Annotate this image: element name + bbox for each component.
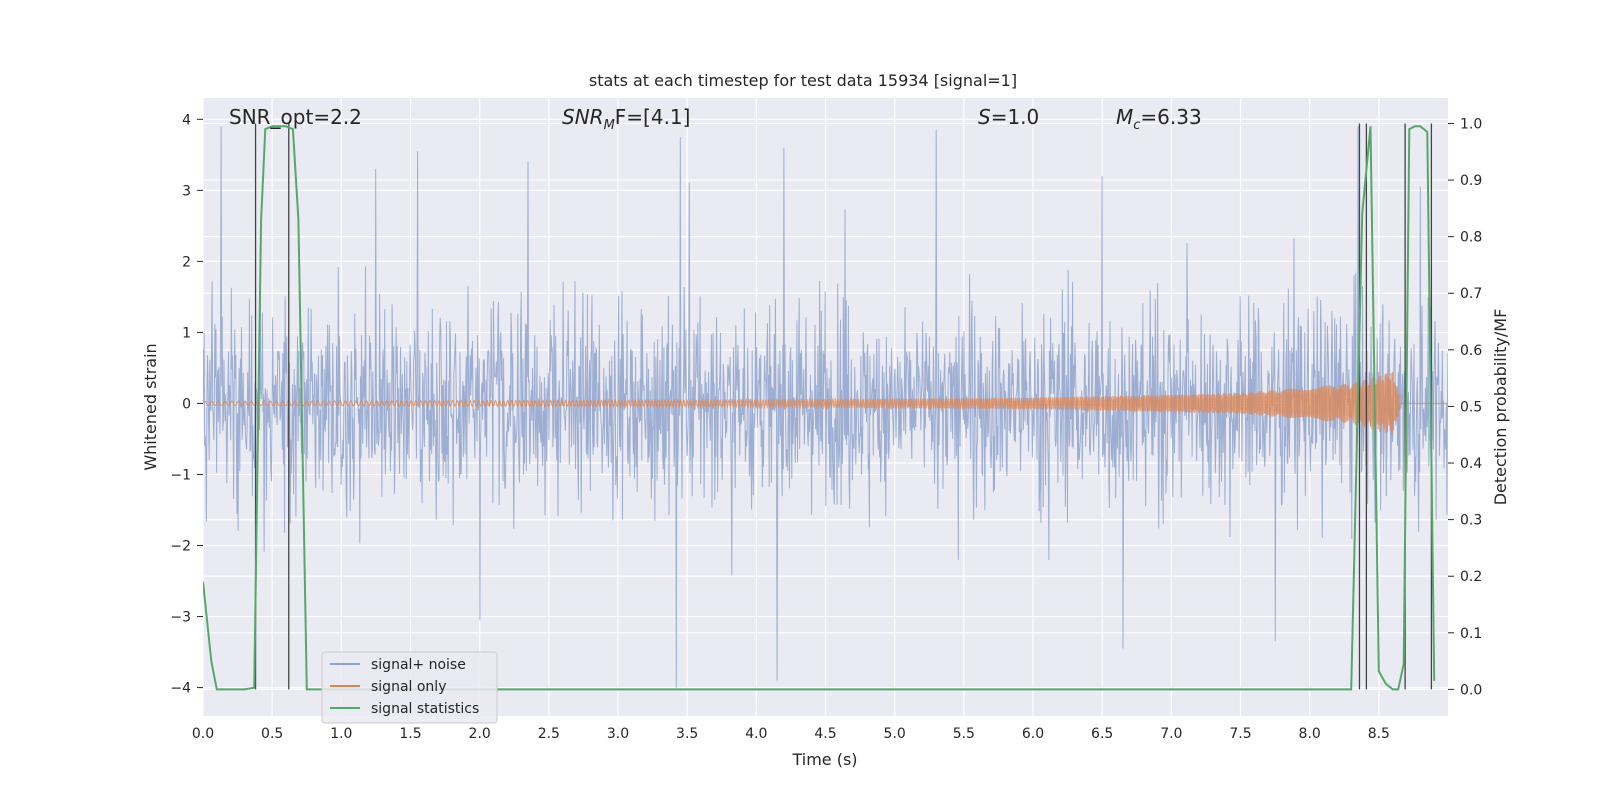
chart-title: stats at each timestep for test data 159… — [589, 71, 1017, 90]
right-y-tick-label: 0.9 — [1460, 173, 1482, 189]
annotation-mc-base: M — [1116, 105, 1133, 129]
x-tick-label: 7.5 — [1229, 726, 1251, 742]
x-tick-label: 4.5 — [814, 726, 836, 742]
right-y-tick-label: 0.6 — [1460, 343, 1482, 359]
y-tick-label: 3 — [182, 183, 191, 199]
y-tick-label: −1 — [170, 467, 191, 483]
x-tick-label: 7.0 — [1160, 726, 1182, 742]
x-tick-label: 1.5 — [399, 726, 421, 742]
annotation-snr-mf-sub: M — [604, 118, 615, 133]
y-axis-label: Whitened strain — [141, 343, 160, 470]
right-y-tick-label: 0.7 — [1460, 286, 1482, 302]
annotation-s: S=1.0 — [978, 105, 1039, 129]
legend-label-signal-statistics: signal statistics — [371, 701, 479, 717]
legend-box — [321, 651, 498, 724]
annotation-snr-mf: SNRMF=[4.1] — [562, 105, 690, 133]
y-tick-label: 0 — [182, 396, 191, 412]
series-signal-statistics — [203, 125, 1436, 691]
x-tick-label: 1.0 — [330, 726, 352, 742]
x-tick-label: 5.0 — [884, 726, 906, 742]
x-tick-label: 4.0 — [745, 726, 767, 742]
right-y-tick-label: 0.5 — [1460, 399, 1482, 415]
y-tick-label: −4 — [170, 681, 191, 697]
x-tick-label: 5.5 — [953, 726, 975, 742]
y-tick-label: −2 — [170, 539, 191, 555]
x-tick-labels: 0.0 0.5 1.0 1.5 2.0 2.5 3.0 3.5 4.0 4.5 5.0 5.5 6.0 6… — [192, 726, 1390, 742]
annotation-snr-opt: SNR_opt=2.2 — [229, 105, 362, 129]
x-tick-label: 2.0 — [469, 726, 491, 742]
y-tick-label: 2 — [182, 254, 191, 270]
x-tick-label: 2.5 — [538, 726, 560, 742]
right-y-tick-label: 0.8 — [1460, 230, 1482, 246]
signal-statistics-line — [203, 125, 1436, 691]
x-tick-label: 6.0 — [1022, 726, 1044, 742]
legend: signal+ noise signal only signal statist… — [321, 651, 498, 724]
right-y-tick-label: 0.0 — [1460, 682, 1482, 698]
legend-label-signal-plus-noise: signal+ noise — [371, 657, 466, 673]
x-tick-label: 8.0 — [1299, 726, 1321, 742]
right-y-tick-labels: 1.0 0.9 0.8 0.7 0.6 0.5 0.4 0.3 0.2 0.1 0.0 — [1448, 116, 1482, 698]
y-tick-label: 4 — [182, 112, 191, 128]
signal-plus-noise-line — [203, 126, 1448, 688]
x-tick-label: 3.0 — [607, 726, 629, 742]
right-y-tick-label: 0.1 — [1460, 626, 1482, 642]
y-tick-label: 1 — [182, 325, 191, 341]
annotation-mc: Mc=6.33 — [1116, 105, 1202, 133]
x-tick-label: 0.5 — [261, 726, 283, 742]
x-tick-label: 8.5 — [1368, 726, 1390, 742]
right-y-tick-label: 1.0 — [1460, 116, 1482, 132]
y-tick-labels: 4 3 2 1 0 −1 −2 −3 −4 — [170, 112, 203, 697]
annotation-mc-sub: c — [1133, 118, 1140, 133]
right-y-axis-label: Detection probability/MF — [1491, 309, 1510, 506]
series-signal-only — [203, 372, 1448, 436]
annotation-snr-mf-base: SNR — [562, 105, 604, 129]
right-y-tick-label: 0.3 — [1460, 513, 1482, 529]
signal-only-line — [203, 372, 1448, 436]
annotation-s-rest: =1.0 — [991, 105, 1040, 129]
annotation-mc-rest: =6.33 — [1140, 105, 1201, 129]
y-tick-label: −3 — [170, 610, 191, 626]
x-tick-label: 0.0 — [192, 726, 214, 742]
x-tick-label: 3.5 — [676, 726, 698, 742]
annotation-s-base: S — [978, 105, 991, 129]
right-y-tick-label: 0.4 — [1460, 456, 1482, 472]
right-y-tick-label: 0.2 — [1460, 569, 1482, 585]
x-axis-label: Time (s) — [791, 750, 857, 769]
annotation-snr-mf-rest: F=[4.1] — [615, 105, 691, 129]
series-signal-plus-noise — [203, 126, 1448, 688]
x-tick-label: 6.5 — [1091, 726, 1113, 742]
legend-label-signal-only: signal only — [371, 679, 446, 695]
